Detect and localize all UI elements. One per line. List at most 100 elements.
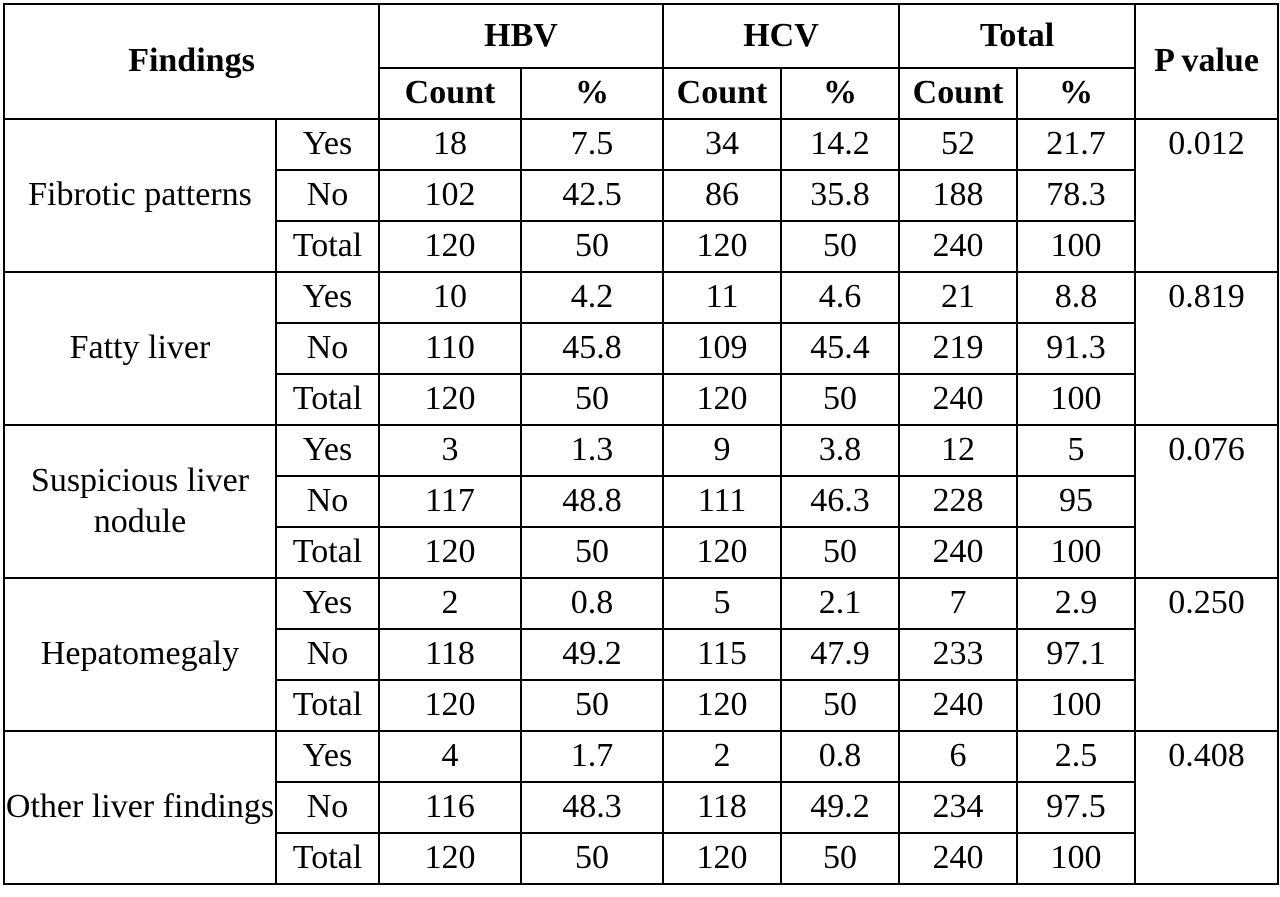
percent-cell: 2.1 xyxy=(780,577,900,630)
percent-cell: 8.8 xyxy=(1016,271,1136,324)
finding-name: Hepatomegaly xyxy=(3,577,277,732)
percent-cell: 50 xyxy=(520,832,664,885)
percent-cell: 14.2 xyxy=(780,118,900,171)
percent-cell: 50 xyxy=(780,832,900,885)
percent-cell: 49.2 xyxy=(520,628,664,681)
count-header: Count xyxy=(378,67,522,120)
table-row: Fatty liver Yes 10 4.2 11 4.6 21 8.8 0.819 xyxy=(3,271,1279,426)
count-cell: 86 xyxy=(662,169,782,222)
percent-cell: 100 xyxy=(1016,220,1136,273)
table-row: Total 120 50 120 50 240 100 xyxy=(4,679,1278,732)
percent-cell: 50 xyxy=(780,373,900,426)
percent-cell: 1.3 xyxy=(520,424,664,477)
count-cell: 118 xyxy=(662,781,782,834)
row-label: No xyxy=(275,169,380,222)
percent-cell: 5 xyxy=(1016,424,1136,477)
count-cell: 3 xyxy=(378,424,522,477)
row-label: Total xyxy=(275,526,380,579)
count-cell: 120 xyxy=(662,526,782,579)
count-cell: 240 xyxy=(898,220,1018,273)
row-label: Yes xyxy=(275,577,380,630)
count-cell: 7 xyxy=(898,577,1018,630)
row-label: No xyxy=(275,781,380,834)
count-cell: 120 xyxy=(378,832,522,885)
table-row: Total 120 50 120 50 240 100 xyxy=(4,373,1278,426)
percent-cell: 91.3 xyxy=(1016,322,1136,375)
p-value-cell: 0.408 xyxy=(1134,730,1279,885)
count-cell: 102 xyxy=(378,169,522,222)
finding-name: Other liver findings xyxy=(3,730,277,885)
p-value-cell: 0.076 xyxy=(1134,424,1279,579)
table-row: Other liver findings Yes 4 1.7 2 0.8 6 2.5 0.408 xyxy=(3,730,1279,885)
row-label: Yes xyxy=(275,424,380,477)
percent-cell: 4.2 xyxy=(520,271,664,324)
percent-cell: 95 xyxy=(1016,475,1136,528)
table-body: Fibrotic patterns Yes 18 7.5 34 14.2 52 21.7 0.0… xyxy=(3,118,1279,885)
percent-cell: 0.8 xyxy=(520,577,664,630)
percent-cell: 50 xyxy=(780,220,900,273)
row-label: No xyxy=(275,475,380,528)
row-label: No xyxy=(275,322,380,375)
group-header-total: Total xyxy=(898,3,1136,69)
table-row: Total 120 50 120 50 240 100 xyxy=(4,832,1278,885)
count-cell: 120 xyxy=(378,373,522,426)
percent-header: % xyxy=(520,67,664,120)
header-row-subcolumns: Count % Count % Count % xyxy=(4,67,1278,120)
count-cell: 18 xyxy=(378,118,522,171)
percent-cell: 100 xyxy=(1016,679,1136,732)
group-header-hcv: HCV xyxy=(662,3,900,69)
count-cell: 109 xyxy=(662,322,782,375)
percent-cell: 50 xyxy=(520,679,664,732)
percent-cell: 21.7 xyxy=(1016,118,1136,171)
row-label: Yes xyxy=(275,118,380,171)
count-header: Count xyxy=(662,67,782,120)
table-row: Hepatomegaly Yes 2 0.8 5 2.1 7 2.9 0.250 xyxy=(3,577,1279,732)
count-cell: 240 xyxy=(898,679,1018,732)
count-cell: 2 xyxy=(662,730,782,783)
count-cell: 9 xyxy=(662,424,782,477)
percent-cell: 50 xyxy=(520,373,664,426)
count-cell: 120 xyxy=(662,220,782,273)
percent-cell: 50 xyxy=(780,679,900,732)
count-cell: 12 xyxy=(898,424,1018,477)
finding-name: Fibrotic patterns xyxy=(3,118,277,273)
percent-cell: 50 xyxy=(520,220,664,273)
percent-cell: 48.8 xyxy=(520,475,664,528)
count-cell: 240 xyxy=(898,832,1018,885)
count-cell: 10 xyxy=(378,271,522,324)
count-cell: 117 xyxy=(378,475,522,528)
count-cell: 240 xyxy=(898,373,1018,426)
group-header-hbv: HBV xyxy=(378,3,664,69)
percent-cell: 48.3 xyxy=(520,781,664,834)
count-header: Count xyxy=(898,67,1018,120)
count-cell: 120 xyxy=(378,220,522,273)
finding-name: Fatty liver xyxy=(3,271,277,426)
percent-cell: 97.1 xyxy=(1016,628,1136,681)
count-cell: 2 xyxy=(378,577,522,630)
finding-name: Suspicious liver nodule xyxy=(3,424,277,579)
count-cell: 11 xyxy=(662,271,782,324)
count-cell: 120 xyxy=(378,526,522,579)
percent-cell: 50 xyxy=(520,526,664,579)
count-cell: 110 xyxy=(378,322,522,375)
count-cell: 34 xyxy=(662,118,782,171)
table-row: Total 120 50 120 50 240 100 xyxy=(4,526,1278,579)
table-row: Total 120 50 120 50 240 100 xyxy=(4,220,1278,273)
count-cell: 6 xyxy=(898,730,1018,783)
percent-cell: 0.8 xyxy=(780,730,900,783)
percent-header: % xyxy=(1016,67,1136,120)
count-cell: 120 xyxy=(662,373,782,426)
percent-cell: 100 xyxy=(1016,832,1136,885)
p-value-cell: 0.250 xyxy=(1134,577,1279,732)
row-label: No xyxy=(275,628,380,681)
count-cell: 21 xyxy=(898,271,1018,324)
percent-cell: 100 xyxy=(1016,526,1136,579)
count-cell: 120 xyxy=(662,679,782,732)
row-label: Total xyxy=(275,220,380,273)
count-cell: 116 xyxy=(378,781,522,834)
row-label: Total xyxy=(275,679,380,732)
percent-cell: 35.8 xyxy=(780,169,900,222)
count-cell: 234 xyxy=(898,781,1018,834)
percent-header: % xyxy=(780,67,900,120)
row-label: Total xyxy=(275,832,380,885)
